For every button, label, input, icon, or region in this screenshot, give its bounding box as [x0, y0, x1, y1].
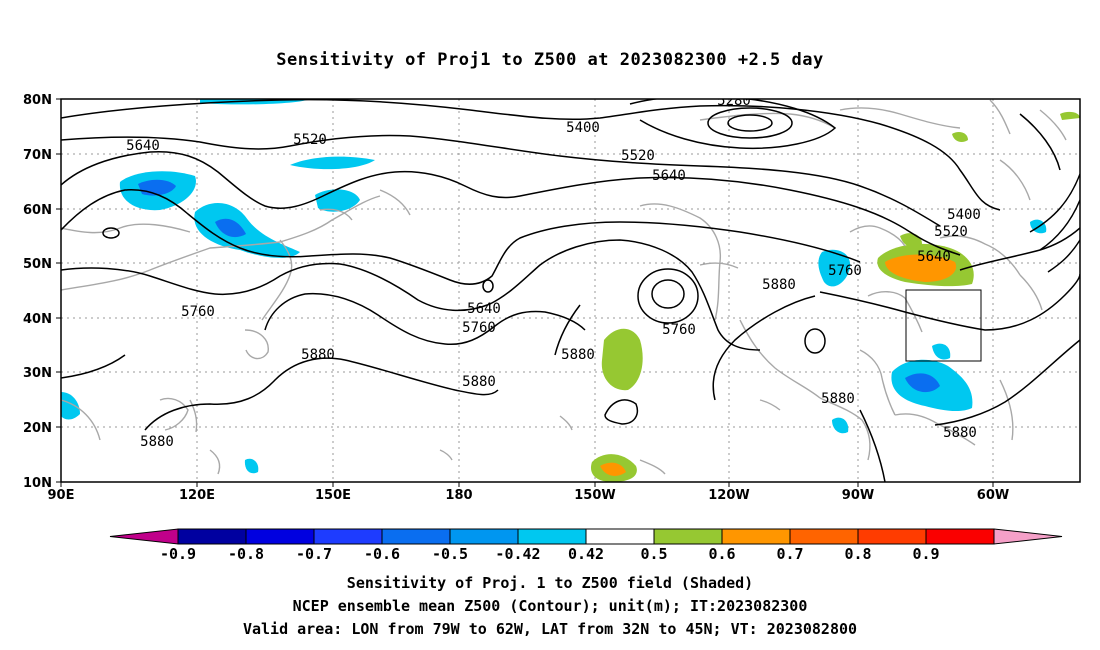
positive-sensitivity-area	[952, 132, 968, 142]
colorbar-box	[857, 528, 927, 545]
colorbar-label: 0.6	[708, 545, 735, 563]
colorbar-box	[653, 528, 723, 545]
contour-label: 5880	[561, 347, 595, 363]
colorbar-label: -0.8	[228, 545, 264, 563]
colorbar-label: 0.7	[776, 545, 803, 563]
lon-label: 60W	[977, 488, 1009, 503]
coastlines	[61, 99, 1067, 475]
contour-label: 5400	[566, 120, 600, 136]
caption-contour: NCEP ensemble mean Z500 (Contour); unit(…	[292, 597, 808, 615]
positive-sensitivity-core	[600, 462, 626, 476]
negative-sensitivity-area	[932, 343, 951, 360]
colorbar-box	[177, 528, 247, 545]
colorbar-label: 0.5	[640, 545, 667, 563]
map-border	[60, 98, 1081, 483]
colorbar: -0.9 -0.8 -0.7 -0.6 -0.5 -0.42 0.42 0.5 0.6 0.7 0.…	[109, 528, 1063, 563]
longitude-labels: 90E 120E 150E 180 150W 120W 90W 60W	[48, 488, 1010, 503]
colorbar-box	[585, 528, 655, 545]
negative-sensitivity-area	[194, 202, 300, 258]
negative-sensitivity-area	[832, 417, 849, 434]
contour-label: 5400	[947, 207, 981, 223]
contour-label: 5880	[943, 425, 977, 441]
colorbar-triangle-high	[993, 528, 1063, 545]
contour-label: 5760	[828, 263, 862, 279]
lat-label: 60N	[23, 203, 52, 218]
negative-sensitivity-core	[215, 218, 246, 238]
colorbar-box	[721, 528, 791, 545]
caption-shaded: Sensitivity of Proj. 1 to Z500 field (Sh…	[346, 574, 754, 592]
colorbar-box	[925, 528, 995, 545]
contour-label: 5880	[140, 434, 174, 450]
contour-label: 5520	[934, 224, 968, 240]
contour-label: 5640	[917, 249, 951, 265]
contour-label: 5760	[462, 320, 496, 336]
contour-label: 5760	[181, 304, 215, 320]
z500-contours	[61, 99, 1080, 482]
colorbar-box	[789, 528, 859, 545]
contour-label: 5640	[126, 138, 160, 154]
negative-sensitivity-core	[905, 373, 940, 393]
positive-sensitivity-area	[1060, 111, 1080, 120]
caption-valid-area: Valid area: LON from 79W to 62W, LAT fro…	[242, 620, 858, 638]
colorbar-box	[517, 528, 587, 545]
lat-label: 30N	[23, 366, 52, 381]
contour-label: 5880	[301, 347, 335, 363]
lon-label: 120E	[179, 488, 215, 503]
colorbar-label: 0.8	[844, 545, 871, 563]
lat-label: 40N	[23, 312, 52, 327]
sensitivity-shading	[61, 99, 1080, 482]
contour-label: 5640	[652, 168, 686, 184]
colorbar-label: 0.42	[568, 545, 604, 563]
negative-sensitivity-area	[290, 156, 375, 170]
contour-label: 5280	[717, 93, 751, 109]
contour-label: 5880	[462, 374, 496, 390]
colorbar-box	[381, 528, 451, 545]
contour-label: 5760	[662, 322, 696, 338]
lon-label: 180	[445, 488, 472, 503]
latitude-labels: 80N 70N 60N 50N 40N 30N 20N 10N	[23, 93, 52, 491]
lat-label: 70N	[23, 148, 52, 163]
contour-label: 5880	[821, 391, 855, 407]
contour-label: 5520	[293, 132, 327, 148]
colorbar-box	[449, 528, 519, 545]
lon-label: 120W	[708, 488, 749, 503]
valid-area-box	[905, 289, 982, 362]
lon-label: 150W	[574, 488, 615, 503]
map-title: Sensitivity of Proj1 to Z500 at 20230823…	[276, 50, 824, 70]
contour-labels: 5280 5400 5520 5640 5640 5520 5640 5400 …	[126, 93, 981, 450]
colorbar-box	[313, 528, 383, 545]
axis-ticks	[56, 98, 994, 487]
lon-label: 150E	[315, 488, 351, 503]
lon-label: 90E	[48, 488, 75, 503]
colorbar-label: -0.7	[296, 545, 332, 563]
colorbar-label: 0.9	[912, 545, 939, 563]
contour-label: 5880	[762, 277, 796, 293]
colorbar-box	[245, 528, 315, 545]
negative-sensitivity-area	[818, 249, 851, 287]
lat-label: 80N	[23, 93, 52, 108]
positive-sensitivity-core	[885, 254, 957, 282]
lat-label: 10N	[23, 476, 52, 491]
lon-label: 90W	[842, 488, 874, 503]
contour-label: 5520	[621, 148, 655, 164]
colorbar-triangle-low	[109, 528, 179, 545]
colorbar-label: -0.6	[364, 545, 400, 563]
lat-label: 50N	[23, 257, 52, 272]
colorbar-label: -0.42	[495, 545, 540, 563]
positive-sensitivity-area	[601, 328, 643, 391]
lat-label: 20N	[23, 421, 52, 436]
negative-sensitivity-area	[61, 392, 80, 420]
colorbar-label: -0.5	[432, 545, 468, 563]
contour-label: 5640	[467, 301, 501, 317]
negative-sensitivity-area	[244, 458, 259, 474]
colorbar-label: -0.9	[160, 545, 196, 563]
